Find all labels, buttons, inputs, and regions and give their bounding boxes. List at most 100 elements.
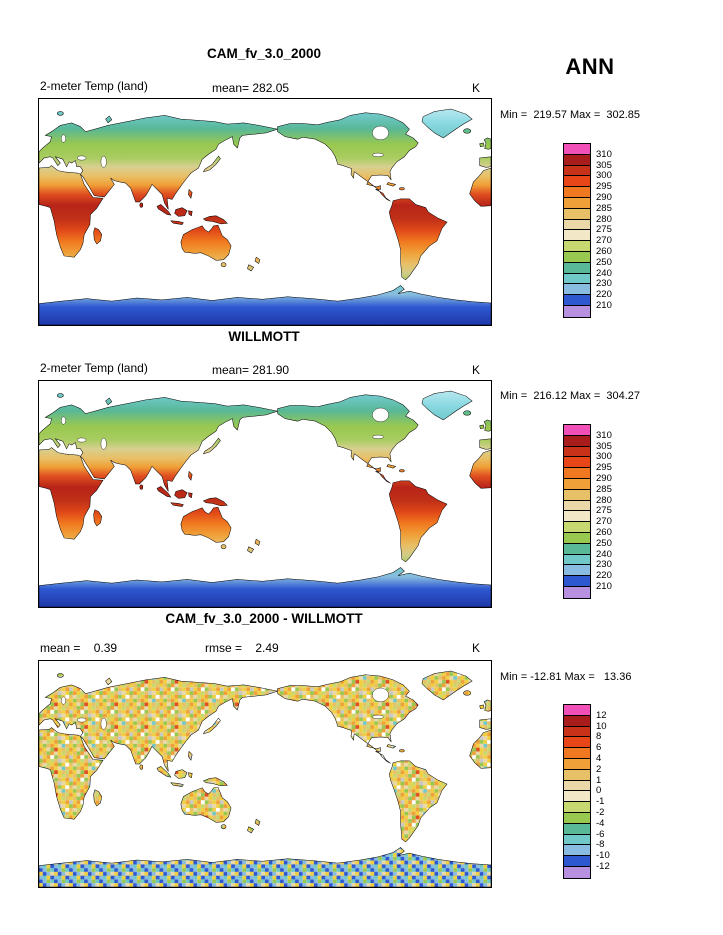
panel3-map bbox=[38, 660, 492, 888]
colorbar-cell bbox=[564, 187, 590, 198]
colorbar-tick-label: 220 bbox=[596, 289, 612, 301]
colorbar-tick-label: 1 bbox=[596, 774, 602, 786]
colorbar-cells bbox=[563, 704, 591, 879]
colorbar-tick-label: 2 bbox=[596, 763, 602, 775]
colorbar-cell bbox=[564, 230, 590, 242]
colorbar-cell bbox=[564, 823, 590, 835]
panel2-mean-value: mean= 281.90 bbox=[212, 363, 290, 377]
colorbar-cell bbox=[564, 802, 590, 813]
colorbar-cell bbox=[564, 715, 590, 727]
panel3-title: CAM_fv_3.0_2000 - WILLMOTT bbox=[165, 611, 363, 626]
colorbar-cell bbox=[564, 165, 590, 177]
colorbar-cell bbox=[564, 522, 590, 533]
colorbar-tick-label: 210 bbox=[596, 300, 612, 311]
colorbar-cell bbox=[564, 500, 590, 512]
panel1-variable-label: 2-meter Temp (land) bbox=[40, 79, 148, 93]
colorbar-tick-label: 230 bbox=[596, 278, 612, 290]
colorbar-cell bbox=[564, 435, 590, 447]
colorbar-cell bbox=[564, 543, 590, 555]
antarctica bbox=[39, 846, 491, 887]
colorbar-cell bbox=[564, 845, 590, 857]
colorbar-cell bbox=[564, 425, 590, 436]
colorbar-tick-label: 295 bbox=[596, 462, 612, 474]
colorbar-tick-label: 240 bbox=[596, 267, 612, 279]
panel1-minmax: Min = 219.57 Max = 302.85 bbox=[500, 109, 641, 121]
colorbar-cell bbox=[564, 758, 590, 770]
colorbar-tick-label: -10 bbox=[596, 850, 610, 862]
colorbar-tick-label: 250 bbox=[596, 537, 612, 549]
continents bbox=[39, 110, 491, 281]
colorbar-tick-label: -1 bbox=[596, 796, 605, 808]
colorbar-tick-label: 295 bbox=[596, 181, 612, 193]
colorbar-tick-label: 280 bbox=[596, 213, 612, 225]
colorbar-tick-label: 300 bbox=[596, 170, 612, 182]
colorbar-cell bbox=[564, 284, 590, 296]
colorbar-cell bbox=[564, 576, 590, 587]
world-map-model bbox=[39, 108, 491, 325]
colorbar-tick-label: 275 bbox=[596, 505, 612, 517]
colorbar-tick-label: 290 bbox=[596, 192, 612, 203]
colorbar-cell bbox=[564, 144, 590, 155]
panel2-minmax: Min = 216.12 Max = 304.27 bbox=[500, 390, 641, 402]
colorbar-tick-label: 0 bbox=[596, 785, 602, 797]
colorbar-tick-label: 305 bbox=[596, 440, 612, 452]
colorbar-cell bbox=[564, 478, 590, 490]
panel3-minmax: Min = -12.81 Max = 13.36 bbox=[500, 671, 632, 683]
colorbar-cell bbox=[564, 219, 590, 231]
colorbar-cell bbox=[564, 856, 590, 867]
colorbar-cell bbox=[564, 748, 590, 759]
colorbar-cell bbox=[564, 554, 590, 566]
colorbar-cell bbox=[564, 791, 590, 803]
colorbar-tick-label: 270 bbox=[596, 516, 612, 528]
colorbar-cell bbox=[564, 197, 590, 209]
panel2-colorbar: 310 305 300 295 290 285 280 275 270 260 250 240 230 2… bbox=[563, 424, 633, 604]
colorbar-cell bbox=[564, 705, 590, 716]
colorbar-cell bbox=[564, 305, 590, 317]
panel2-map bbox=[38, 380, 492, 608]
colorbar-tick-label: -4 bbox=[596, 817, 605, 829]
colorbar-cell bbox=[564, 737, 590, 749]
panel1-unit-label: K bbox=[472, 81, 481, 95]
panel1-title: CAM_fv_3.0_2000 bbox=[206, 46, 322, 61]
colorbar-tick-label: 12 bbox=[596, 709, 607, 721]
colorbar-tick-label: 210 bbox=[596, 581, 612, 592]
colorbar-tick-label: -2 bbox=[596, 807, 605, 818]
panel2-variable-label: 2-meter Temp (land) bbox=[40, 361, 148, 375]
colorbar-tick-label: -12 bbox=[596, 861, 610, 872]
world-map-obs bbox=[39, 390, 491, 607]
colorbar-tick-label: 240 bbox=[596, 548, 612, 560]
panel3-rmse-value: rmse = 2.49 bbox=[205, 641, 279, 655]
world-map-difference bbox=[39, 670, 491, 887]
panel1-map bbox=[38, 98, 492, 326]
antarctica bbox=[39, 566, 491, 607]
colorbar-tick-label: 275 bbox=[596, 224, 612, 236]
colorbar-cell bbox=[564, 511, 590, 523]
colorbar-cell bbox=[564, 468, 590, 479]
colorbar-tick-label: 4 bbox=[596, 753, 602, 764]
colorbar-cell bbox=[564, 532, 590, 544]
colorbar-cells bbox=[563, 143, 591, 318]
panel2-unit-label: K bbox=[472, 363, 481, 377]
colorbar-cell bbox=[564, 812, 590, 824]
colorbar-tick-label: -6 bbox=[596, 828, 605, 840]
colorbar-cell bbox=[564, 273, 590, 285]
colorbar-cell bbox=[564, 834, 590, 846]
colorbar-cell bbox=[564, 241, 590, 252]
colorbar-cell bbox=[564, 295, 590, 306]
panel1-mean-value: mean= 282.05 bbox=[212, 81, 290, 95]
colorbar-tick-label: 260 bbox=[596, 246, 612, 257]
colorbar-tick-label: 300 bbox=[596, 451, 612, 463]
colorbar-cell bbox=[564, 565, 590, 577]
colorbar-tick-label: 270 bbox=[596, 235, 612, 247]
colorbar-tick-label: 285 bbox=[596, 483, 612, 495]
colorbar-cell bbox=[564, 446, 590, 458]
colorbar-cell bbox=[564, 208, 590, 220]
colorbar-tick-label: 280 bbox=[596, 494, 612, 506]
colorbar-tick-label: 285 bbox=[596, 202, 612, 214]
colorbar-tick-label: 230 bbox=[596, 559, 612, 571]
colorbar-tick-label: 310 bbox=[596, 429, 612, 441]
greenland bbox=[421, 108, 473, 139]
colorbar-tick-label: 260 bbox=[596, 527, 612, 538]
colorbar-cell bbox=[564, 262, 590, 274]
colorbar-cell bbox=[564, 726, 590, 738]
